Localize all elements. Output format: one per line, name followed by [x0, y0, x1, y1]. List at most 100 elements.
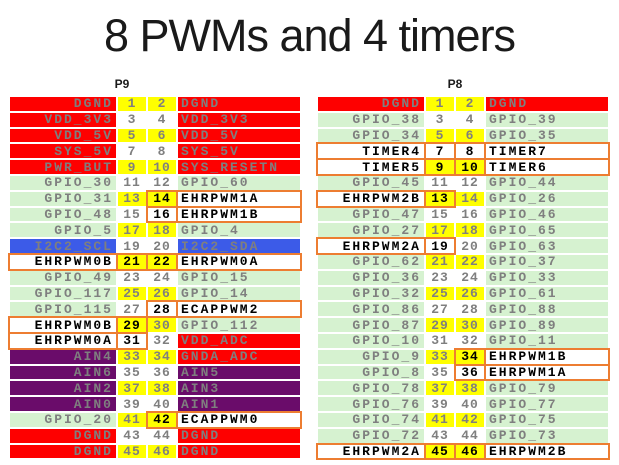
p9-pinout-table: DGND 1 2 DGND VDD_3V3 3 4 VDD_3V3 VDD_5V 5 6 VDD_5V… — [10, 97, 300, 459]
pin-label-right: EHRPWM2B — [486, 444, 608, 459]
pin-label-right: EHRPWM1B — [178, 207, 300, 222]
pin-number: 12 — [456, 175, 484, 190]
p8-connector-header: P8 — [447, 77, 463, 91]
pin-label-left: AIN2 — [10, 381, 116, 396]
pin-number: 38 — [456, 381, 484, 396]
pin-number: 33 — [118, 349, 146, 364]
pin-label-right: GPIO_14 — [178, 286, 300, 301]
pin-number: 15 — [426, 207, 454, 222]
pin-label-left: GPIO_34 — [318, 128, 424, 143]
pin-number: 10 — [456, 160, 484, 174]
pin-label-right: DGND — [178, 428, 300, 443]
pin-label-right: AIN1 — [178, 397, 300, 411]
pin-label-right: GPIO_88 — [486, 302, 608, 317]
pin-label-right: EHRPWM0A — [178, 254, 300, 269]
pin-number: 42 — [456, 412, 484, 427]
pin-number: 12 — [148, 175, 176, 190]
pin-label-left: EHRPWM0B — [10, 254, 116, 269]
pin-number: 45 — [118, 444, 146, 459]
pin-label-right: DGND — [178, 444, 300, 459]
pin-label-left: GPIO_62 — [318, 254, 424, 269]
pin-number: 18 — [456, 223, 484, 238]
pin-label-right: SYS_RESETN — [178, 160, 300, 174]
pin-label-right: GPIO_73 — [486, 428, 608, 443]
pin-number: 20 — [456, 239, 484, 253]
pin-label-right: SYS_5V — [178, 144, 300, 159]
pin-number: 1 — [118, 97, 146, 111]
pin-number: 17 — [426, 223, 454, 238]
pin-number: 23 — [426, 270, 454, 285]
pin-number: 4 — [148, 112, 176, 127]
pin-number: 45 — [426, 444, 454, 459]
pin-number: 29 — [118, 318, 146, 332]
pin-number: 33 — [426, 349, 454, 364]
pin-number: 32 — [148, 333, 176, 348]
pin-label-left: GPIO_9 — [318, 349, 424, 364]
pin-number: 24 — [148, 270, 176, 285]
pin-number: 6 — [456, 128, 484, 143]
pin-number: 14 — [456, 191, 484, 206]
pin-number: 43 — [426, 428, 454, 443]
pin-number: 24 — [456, 270, 484, 285]
pin-label-left: GPIO_38 — [318, 112, 424, 127]
pin-number: 36 — [456, 365, 484, 380]
pin-label-left: VDD_3V3 — [10, 112, 116, 127]
pin-label-left: GPIO_47 — [318, 207, 424, 222]
pin-label-right: GPIO_11 — [486, 333, 608, 348]
pin-label-right: GPIO_65 — [486, 223, 608, 238]
pin-number: 46 — [456, 444, 484, 459]
pin-label-right: GPIO_39 — [486, 112, 608, 127]
pin-number: 3 — [118, 112, 146, 127]
pin-label-right: GPIO_44 — [486, 175, 608, 190]
pin-number: 39 — [118, 397, 146, 411]
pin-number: 30 — [148, 318, 176, 332]
pin-number: 39 — [426, 397, 454, 411]
pin-label-right: AIN5 — [178, 365, 300, 380]
pin-label-left: GPIO_36 — [318, 270, 424, 285]
pin-label-right: AIN3 — [178, 381, 300, 396]
pin-number: 21 — [426, 254, 454, 269]
pin-label-right: GPIO_37 — [486, 254, 608, 269]
pin-label-right: GPIO_33 — [486, 270, 608, 285]
pin-label-left: GPIO_74 — [318, 412, 424, 427]
pin-number: 40 — [148, 397, 176, 411]
pin-label-left: GPIO_45 — [318, 175, 424, 190]
pin-number: 27 — [118, 302, 146, 317]
pin-number: 1 — [426, 97, 454, 111]
pin-label-left: EHRPWM0B — [10, 318, 116, 332]
pin-label-left: I2C2_SCL — [10, 239, 116, 253]
pin-label-left: GPIO_78 — [318, 381, 424, 396]
pin-label-right: TIMER7 — [486, 144, 608, 159]
pin-label-left: AIN6 — [10, 365, 116, 380]
pin-label-right: I2C2_SDA — [178, 239, 300, 253]
pin-number: 16 — [148, 207, 176, 222]
pin-label-left: GPIO_86 — [318, 302, 424, 317]
pin-number: 7 — [118, 144, 146, 159]
pin-label-right: GPIO_77 — [486, 397, 608, 411]
pin-label-left: DGND — [10, 97, 116, 111]
pin-number: 6 — [148, 128, 176, 143]
pin-number: 44 — [456, 428, 484, 443]
pin-label-left: DGND — [318, 97, 424, 111]
pin-label-right: EHRPWM1A — [178, 191, 300, 206]
pin-number: 17 — [118, 223, 146, 238]
pin-number: 38 — [148, 381, 176, 396]
pin-label-left: GPIO_30 — [10, 175, 116, 190]
pin-number: 5 — [118, 128, 146, 143]
pin-number: 8 — [148, 144, 176, 159]
pin-label-left: GPIO_87 — [318, 318, 424, 332]
pin-number: 31 — [118, 333, 146, 348]
pin-label-right: GPIO_15 — [178, 270, 300, 285]
pin-number: 40 — [456, 397, 484, 411]
pin-label-left: DGND — [10, 444, 116, 459]
pin-label-right: DGND — [486, 97, 608, 111]
pin-label-left: GPIO_31 — [10, 191, 116, 206]
pin-number: 41 — [426, 412, 454, 427]
pin-number: 19 — [118, 239, 146, 253]
pin-label-right: VDD_ADC — [178, 333, 300, 348]
pin-label-left: GPIO_20 — [10, 412, 116, 427]
pin-number: 41 — [118, 412, 146, 427]
pin-number: 14 — [148, 191, 176, 206]
pin-label-left: VDD_5V — [10, 128, 116, 143]
pin-number: 28 — [148, 302, 176, 317]
